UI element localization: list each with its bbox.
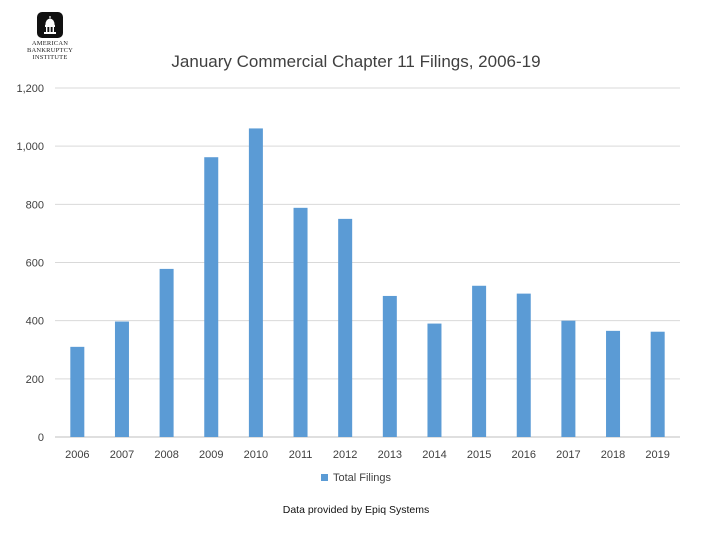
x-tick-label: 2014 — [422, 449, 446, 461]
y-tick-label: 400 — [26, 316, 44, 328]
x-tick-label: 2006 — [65, 449, 89, 461]
y-tick-label: 0 — [38, 432, 44, 444]
logo-text: American Bankruptcy Institute — [14, 40, 86, 61]
abi-logo: American Bankruptcy Institute — [14, 12, 86, 61]
bar — [382, 295, 397, 437]
bar — [606, 330, 621, 437]
legend-label: Total Filings — [332, 472, 392, 484]
x-tick-label: 2008 — [154, 449, 178, 461]
x-tick-label: 2007 — [110, 449, 134, 461]
bar — [204, 157, 219, 438]
x-tick-label: 2017 — [556, 449, 580, 461]
bar — [293, 207, 308, 437]
capitol-dome-icon — [37, 12, 63, 38]
y-tick-label: 1,200 — [16, 83, 44, 95]
x-tick-label: 2019 — [645, 449, 669, 461]
bar — [248, 128, 263, 437]
bar — [516, 293, 531, 437]
bar — [472, 285, 487, 437]
chart-title: January Commercial Chapter 11 Filings, 2… — [171, 52, 541, 71]
x-tick-label: 2013 — [378, 449, 402, 461]
bar — [650, 331, 665, 437]
x-tick-label: 2009 — [199, 449, 223, 461]
bar — [70, 346, 85, 437]
logo-line: Bankruptcy — [26, 47, 74, 54]
bar — [561, 320, 576, 437]
x-tick-label: 2015 — [467, 449, 491, 461]
y-tick-label: 1,000 — [16, 141, 44, 153]
legend: Total Filings — [0, 472, 712, 484]
y-tick-label: 200 — [26, 374, 44, 386]
x-tick-label: 2010 — [244, 449, 268, 461]
x-tick-label: 2012 — [333, 449, 357, 461]
x-tick-label: 2016 — [512, 449, 536, 461]
logo-line: American — [31, 40, 69, 47]
y-tick-label: 800 — [26, 199, 44, 211]
x-tick-label: 2011 — [289, 449, 313, 461]
y-tick-label: 600 — [26, 258, 44, 270]
legend-swatch — [320, 473, 328, 481]
x-tick-label: 2018 — [601, 449, 625, 461]
logo-line: Institute — [32, 54, 68, 61]
bar — [114, 321, 129, 437]
footnote: Data provided by Epiq Systems — [282, 504, 430, 516]
bar — [427, 323, 442, 437]
bar — [338, 218, 353, 437]
bar — [159, 268, 174, 437]
